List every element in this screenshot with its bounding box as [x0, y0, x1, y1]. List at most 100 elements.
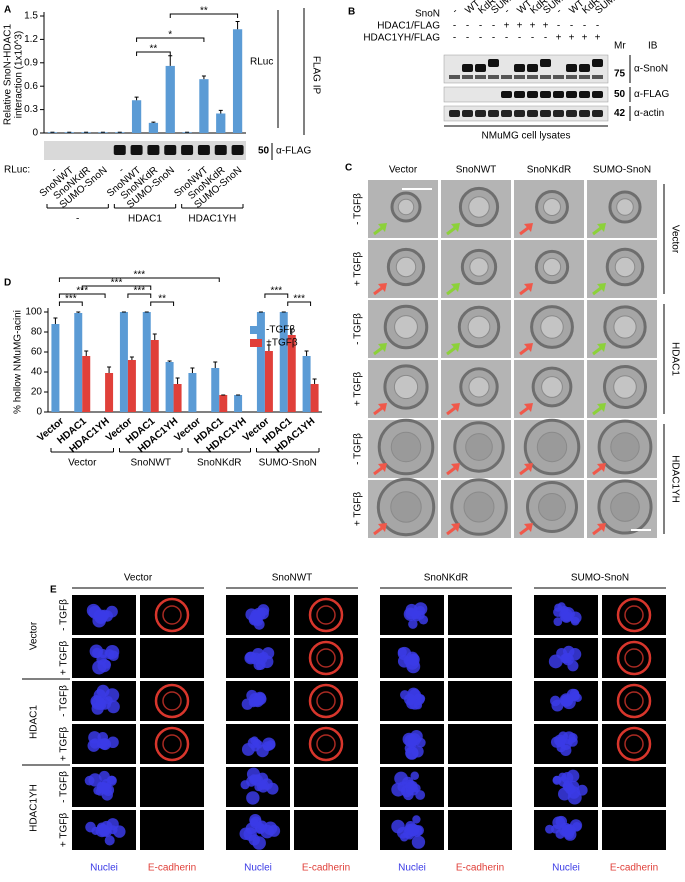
acinus-lumen: [390, 491, 422, 523]
significance-label: **: [200, 6, 208, 17]
blot-band: [181, 145, 194, 155]
acinus-lumen: [393, 374, 419, 400]
bar: [74, 313, 83, 412]
blot-band: [579, 110, 590, 117]
nucleus: [554, 734, 566, 747]
row-label: - TGFβ: [59, 599, 70, 631]
significance-bracket: [58, 301, 83, 306]
lane-label: +: [504, 21, 510, 32]
blot-band: [592, 75, 603, 79]
acinus-lumen: [536, 431, 568, 463]
y-tick-label: 40: [31, 367, 43, 378]
group-label: -: [76, 214, 79, 225]
nucleus: [89, 644, 104, 659]
arrow: [446, 406, 456, 416]
nucleus: [412, 815, 421, 824]
lane-label: -: [531, 33, 534, 44]
blot-band: [566, 91, 577, 98]
row-label: + TGFβ: [353, 372, 364, 406]
nucleus: [246, 776, 257, 787]
x-tick-label: -: [117, 165, 127, 176]
blot-mr: 50: [258, 146, 270, 157]
blot-band: [113, 145, 126, 155]
blot-mr: 75: [614, 69, 626, 80]
blot-band: [147, 145, 160, 155]
lane-label: +: [530, 21, 536, 32]
nucleus: [266, 740, 276, 750]
significance-bracket: [127, 293, 152, 298]
acinus-lumen: [538, 493, 566, 521]
nucleus: [411, 745, 424, 758]
arrow-head: [524, 223, 533, 232]
nucleus: [406, 697, 418, 710]
lane-label: -: [479, 33, 482, 44]
lane-label: -: [554, 6, 564, 17]
blot-band: [501, 75, 512, 79]
arrow: [519, 466, 529, 476]
nucleus: [239, 827, 253, 840]
lane-label: -: [479, 21, 482, 32]
y-tick-label: 80: [31, 327, 43, 338]
arrow: [592, 526, 602, 536]
bar: [199, 79, 209, 133]
e-cadherin-ring: [616, 597, 652, 633]
arrow-head: [451, 403, 460, 412]
blot-band: [592, 110, 603, 117]
row-label: + TGFβ: [59, 641, 70, 675]
blot-band: [214, 145, 227, 155]
fluorescence-image: [140, 810, 204, 850]
e-cadherin-inner: [624, 734, 644, 754]
arrow-head: [597, 523, 606, 532]
arrow: [373, 526, 383, 536]
fluorescence-image: [140, 767, 204, 807]
y-tick-label: 60: [31, 347, 43, 358]
blot-mr: 42: [614, 108, 626, 119]
nucleus: [252, 607, 266, 621]
fluorescence-image: [602, 724, 666, 764]
blot-band: [488, 110, 499, 117]
group-label: HDAC1: [669, 342, 680, 376]
arrow-head: [524, 343, 533, 352]
lane-label: -: [466, 33, 469, 44]
channel-label: Nuclei: [244, 863, 272, 874]
arrow: [373, 466, 383, 476]
lane-label: -: [492, 21, 495, 32]
nucleus: [96, 684, 110, 698]
legend-swatch: [250, 339, 262, 347]
y-tick-label: 20: [31, 387, 43, 398]
nucleus: [407, 738, 417, 749]
lane-label: -: [453, 21, 456, 32]
significance-bracket: [264, 293, 289, 298]
nucleus: [391, 782, 406, 797]
bar: [165, 362, 174, 412]
arrow-head: [378, 463, 387, 472]
nucleus: [101, 789, 113, 801]
blot-row-label: HDAC1/FLAG: [377, 21, 440, 32]
blot-band: [475, 75, 486, 79]
lane-label: -: [544, 33, 547, 44]
significance-label: ***: [133, 286, 145, 297]
acinus-lumen: [463, 491, 495, 523]
arrow-head: [378, 403, 387, 412]
nucleus: [560, 744, 572, 757]
row-label: + TGFβ: [353, 252, 364, 286]
row-label: - TGFβ: [353, 313, 364, 345]
row-label: - TGFβ: [353, 193, 364, 225]
arrow: [446, 226, 456, 236]
arrow-head: [597, 403, 606, 412]
nucleus: [85, 821, 96, 833]
blot-band: [514, 64, 525, 72]
nucleus: [405, 830, 415, 840]
significance-bracket: [58, 293, 106, 298]
nucleus: [107, 736, 119, 749]
lane-label: -: [570, 21, 573, 32]
blot-band: [231, 145, 244, 155]
column-header: Vector: [124, 573, 153, 584]
arrow-head: [524, 403, 533, 412]
lane-label: -: [557, 21, 560, 32]
error-bar: [134, 96, 139, 101]
blot-band: [566, 64, 577, 72]
fluorescence-image: [602, 681, 666, 721]
arrow-head: [451, 283, 460, 292]
